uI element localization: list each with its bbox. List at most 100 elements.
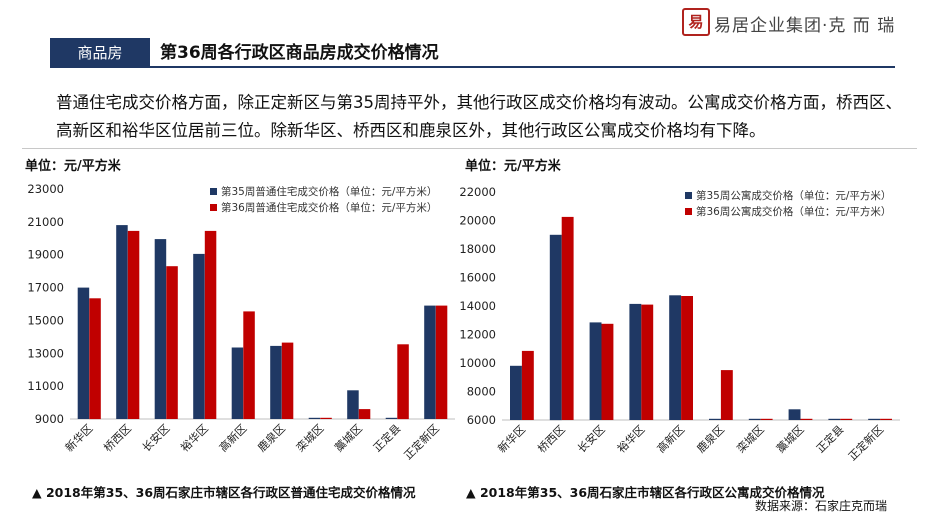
section-tag: 商品房 [50, 38, 150, 68]
chart-2-bar-s2 [800, 418, 813, 420]
chart-1-ytick-label: 13000 [27, 346, 64, 360]
chart-2-ytick-label: 18000 [460, 242, 496, 256]
chart-1-bar-s1 [231, 347, 244, 419]
brand-logo: 易 易居企业集团·克 而 瑞 [682, 8, 912, 36]
chart-1-bar-s2 [204, 230, 217, 419]
chart-2-bar-s2 [840, 418, 853, 420]
chart-2-ytick-label: 6000 [467, 413, 496, 427]
chart-2-bar-s2 [561, 216, 574, 420]
chart-1-ytick-label: 19000 [27, 248, 64, 262]
chart-2-ytick-label: 12000 [460, 328, 496, 342]
chart-2-xtick-label: 裕华区 [614, 422, 647, 455]
chart-1-xtick-label: 正定新区 [401, 421, 442, 462]
chart-2-bar-s1 [510, 365, 522, 420]
chart-2-bar-s1 [748, 418, 761, 420]
chart-1-xtick-label: 鹿泉区 [255, 421, 288, 454]
header-underline [50, 38, 895, 68]
chart-1-bar-s2 [127, 230, 140, 419]
chart-2-unit-label: 单位：元/平方米 [465, 159, 561, 174]
chart-1-bar-s1 [193, 253, 205, 419]
chart-1-xtick-label: 裕华区 [178, 421, 211, 454]
chart-1-bar-s2 [435, 305, 448, 419]
chart-2-bar-s1 [828, 418, 841, 420]
chart-1-xtick-label: 藁城区 [332, 422, 365, 455]
chart-1-xtick-label: 高新区 [216, 421, 249, 454]
chart-2-bar-s1 [589, 322, 602, 420]
chart-1-unit-label: 单位：元/平方米 [25, 159, 121, 174]
chart-2-bar-s1 [629, 303, 642, 420]
chart-1-ytick-label: 9000 [35, 412, 64, 426]
brand-mark-icon: 易 [682, 8, 710, 36]
chart-2-ytick-label: 8000 [467, 385, 496, 399]
chart-2-xtick-label: 栾城区 [734, 422, 767, 455]
apartment-price-chart: 6000 8000 10000 12000 14000 16000 18000 20000 22… [460, 185, 900, 463]
chart-2-xtick-label: 鹿泉区 [694, 422, 727, 455]
chart-1-legend-swatch [210, 204, 217, 211]
chart-2-legend-swatch [685, 192, 692, 199]
chart-1-bar-s2 [166, 266, 178, 419]
chart-1-xtick-label: 桥西区 [101, 422, 134, 455]
description-text: 普通住宅成交价格方面，除正定新区与第35周持平外，其他行政区成交价格均有波动。公… [56, 93, 902, 140]
chart-2-xtick-label: 正定新区 [845, 422, 886, 463]
chart-1-bar-s1 [116, 225, 128, 419]
chart-1-xtick-label: 正定县 [370, 421, 403, 454]
chart-2-xtick-label: 桥西区 [535, 423, 568, 456]
chart-1-bar-s1 [424, 305, 436, 419]
chart-2-bar-s2 [760, 418, 773, 420]
chart-1-xtick-label: 栾城区 [293, 421, 326, 454]
chart-1-ytick-label: 21000 [27, 215, 64, 229]
chart-1-bar-s1 [77, 287, 90, 419]
divider [22, 148, 917, 149]
chart-2-bar-s1 [788, 409, 801, 420]
chart-2-xtick-label: 藁城区 [774, 423, 807, 456]
chart-1-ytick-label: 23000 [27, 182, 64, 196]
chart-2-xtick-label: 高新区 [654, 422, 687, 455]
chart-2-legend-swatch [685, 208, 692, 215]
chart-2-xtick-label: 长安区 [574, 422, 607, 455]
chart-1-bar-s1 [385, 417, 398, 419]
chart-2-bar-s2 [521, 350, 534, 420]
chart-2-ytick-label: 20000 [460, 214, 496, 228]
chart-1-legend-label: 第35周普通住宅成交价格（单位：元/平方米） [221, 185, 437, 198]
chart-1-bar-s1 [270, 345, 282, 419]
chart-2-bar-s2 [641, 304, 654, 420]
chart-2-xtick-label: 新华区 [495, 422, 528, 455]
chart-1-legend-swatch [210, 188, 217, 195]
chart-2-bar-s2 [601, 323, 614, 420]
chart-1-bar-s1 [308, 417, 321, 419]
chart-1-bar-s1 [347, 390, 359, 420]
chart-1-bar-s2 [397, 344, 409, 420]
chart-2-bar-s2 [880, 418, 892, 420]
chart-2-ytick-label: 10000 [460, 356, 496, 370]
chart-2-bar-s2 [681, 296, 693, 420]
chart-2-bar-s1 [669, 295, 682, 420]
chart-2-xtick-label: 正定县 [813, 422, 846, 455]
chart-2-caption: ▲ 2018年第35、36周石家庄市辖区各行政区公寓成交价格情况 [466, 485, 825, 500]
chart-2-legend-label: 第35周公寓成交价格（单位：元/平方米） [696, 189, 891, 202]
chart-1-xtick-label: 长安区 [139, 421, 172, 454]
chart-2-ytick-label: 22000 [460, 185, 496, 199]
chart-1-bar-s2 [320, 417, 332, 419]
chart-1-ytick-label: 15000 [27, 313, 64, 327]
chart-1-bar-s2 [243, 311, 255, 419]
chart-1-bar-s2 [281, 342, 294, 419]
chart-1-legend-label: 第36周普通住宅成交价格（单位：元/平方米） [221, 201, 437, 214]
chart-2-bar-s1 [549, 234, 562, 421]
page-title: 第36周各行政区商品房成交价格情况 [160, 43, 439, 63]
chart-1-bar-s2 [358, 409, 371, 419]
brand-name: 易居企业集团·克 而 瑞 [714, 16, 896, 36]
chart-2-legend-label: 第36周公寓成交价格（单位：元/平方米） [696, 205, 891, 218]
chart-1-caption: ▲ 2018年第35、36周石家庄市辖区各行政区普通住宅成交价格情况 [32, 485, 416, 500]
chart-1-ytick-label: 11000 [27, 379, 64, 393]
chart-1-ytick-label: 17000 [27, 281, 64, 295]
chart-2-bar-s1 [868, 418, 881, 420]
chart-1-bar-s1 [154, 239, 167, 419]
data-source: 数据来源：石家庄克而瑞 [755, 499, 888, 513]
chart-2-ytick-label: 16000 [460, 271, 496, 285]
residential-price-chart: 9000 11000 13000 15000 17000 19000 21000 23000 新… [27, 182, 455, 462]
chart-2-bar-s1 [709, 418, 721, 420]
chart-1-xtick-label: 新华区 [62, 421, 95, 454]
chart-2-bar-s2 [720, 370, 733, 420]
chart-1-bar-s2 [89, 298, 101, 420]
chart-2-ytick-label: 14000 [460, 299, 496, 313]
